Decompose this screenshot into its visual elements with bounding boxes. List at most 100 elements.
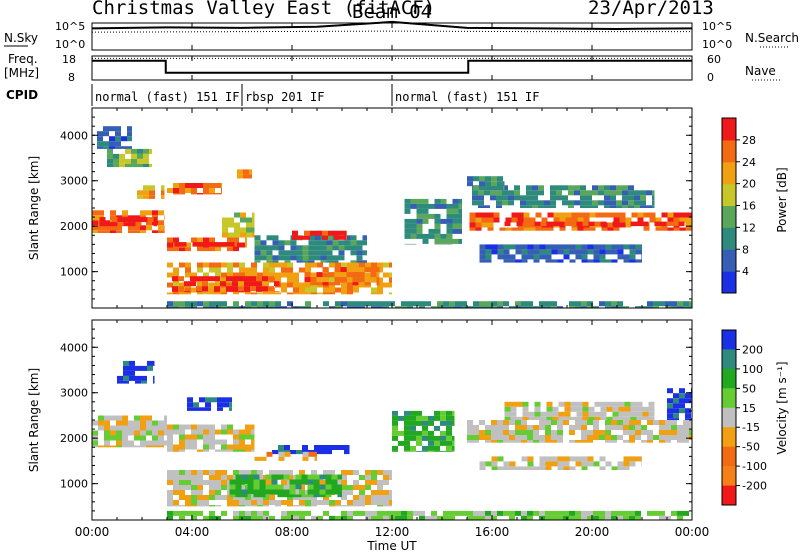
heatmap-cell: [473, 515, 479, 520]
heatmap-cell: [497, 435, 503, 440]
heatmap-cell: [534, 411, 541, 417]
heatmap-cell: [299, 490, 305, 495]
heatmap-cell: [593, 420, 599, 425]
heatmap-cell: [179, 485, 185, 490]
heatmap-cell: [268, 276, 274, 282]
heatmap-cell: [605, 259, 612, 263]
heatmap-cell: [570, 406, 577, 412]
heatmap-cell: [539, 420, 545, 425]
heatmap-cell: [104, 440, 110, 446]
heatmap-cell: [479, 301, 485, 307]
heatmap-cell: [515, 420, 521, 425]
heatmap-cell: [104, 430, 110, 436]
heatmap-cell: [611, 466, 618, 470]
heatmap-cell: [607, 222, 614, 228]
heatmap-cell: [563, 466, 570, 470]
heatmap-cell: [551, 301, 557, 307]
heatmap-cell: [311, 292, 317, 295]
heatmap-cell: [455, 510, 461, 516]
heatmap-cell: [389, 282, 392, 288]
heatmap-cell: [128, 430, 134, 436]
heatmap-cell: [284, 451, 291, 457]
heatmap-cell: [389, 272, 392, 278]
heatmap-cell: [222, 217, 228, 223]
heatmap-cell: [582, 401, 589, 407]
heatmap-cell: [335, 500, 341, 505]
heatmap-cell: [622, 195, 628, 201]
heatmap-cell: [410, 420, 416, 426]
heatmap-cell: [679, 408, 685, 414]
heatmap-cell: [422, 238, 429, 244]
heatmap-cell: [623, 515, 629, 520]
heatmap-cell: [557, 466, 564, 470]
heatmap-cell: [314, 445, 320, 450]
heatmap-cell: [356, 250, 363, 256]
heatmap-cell: [452, 228, 459, 234]
heatmap-cell: [487, 227, 494, 231]
heatmap-cell: [299, 292, 305, 295]
heatmap-cell: [503, 186, 505, 190]
heatmap-cell: [410, 233, 417, 239]
heatmap-cell: [215, 470, 221, 475]
heatmap-cell: [410, 445, 416, 451]
heatmap-cell: [203, 515, 209, 520]
heatmap-cell: [197, 292, 203, 295]
heatmap-cell: [580, 200, 586, 206]
heatmap-cell: [665, 435, 671, 440]
heatmap-cell: [323, 510, 329, 516]
heatmap-cell: [185, 272, 191, 278]
heatmap-cell: [104, 445, 110, 448]
heatmap-cell: [326, 240, 333, 246]
heatmap-cell: [269, 267, 275, 273]
heatmap-cell: [191, 306, 197, 308]
heatmap-cell: [577, 217, 584, 223]
heatmap-cell: [580, 190, 586, 196]
heatmap-cell: [410, 450, 416, 452]
heatmap-cell: [467, 176, 473, 182]
heatmap-cell: [214, 276, 220, 282]
heatmap-cell: [122, 420, 128, 426]
heatmap-cell: [314, 240, 321, 246]
heatmap-cell: [185, 480, 191, 485]
heatmap-cell: [287, 277, 293, 283]
heatmap-cell: [266, 260, 273, 263]
heatmap-cell: [635, 515, 641, 520]
heatmap-cell: [472, 195, 478, 201]
heatmap-cell: [185, 510, 191, 516]
heatmap-cell: [527, 440, 533, 443]
heatmap-cell: [281, 515, 287, 520]
heatmap-cell: [446, 228, 453, 234]
heatmap-cell: [587, 510, 593, 516]
heatmap-cell: [197, 301, 203, 307]
heatmap-cell: [203, 444, 209, 450]
heatmap-cell: [313, 494, 320, 498]
colorbar-tick-label: 16: [742, 200, 756, 213]
heatmap-cell: [652, 205, 655, 208]
heatmap-cell: [551, 510, 557, 516]
heatmap-cell: [332, 240, 339, 246]
heatmap-cell: [251, 267, 257, 273]
heatmap-cell: [473, 435, 479, 440]
heatmap-cell: [641, 306, 647, 308]
heatmap-cell: [233, 505, 239, 507]
heatmap-cell: [127, 146, 132, 149]
heatmap-cell: [239, 510, 245, 516]
heatmap-cell: [233, 306, 239, 308]
heatmap-cell: [452, 445, 455, 451]
heatmap-cell: [551, 420, 557, 425]
heatmap-cell: [304, 230, 310, 236]
heatmap-cell: [239, 449, 245, 452]
heatmap-cell: [197, 429, 203, 435]
heatmap-cell: [521, 306, 527, 308]
heatmap-cell: [475, 222, 482, 228]
heatmap-cell: [277, 494, 284, 498]
heatmap-cell: [446, 203, 453, 209]
heatmap-cell: [317, 262, 323, 268]
heatmap-cell: [173, 429, 179, 435]
heatmap-cell: [173, 475, 179, 480]
heatmap-cell: [347, 262, 353, 268]
heatmap-cell: [652, 195, 655, 201]
heatmap-cell: [257, 301, 263, 307]
heatmap-cell: [356, 255, 363, 261]
heatmap-cell: [510, 401, 517, 407]
